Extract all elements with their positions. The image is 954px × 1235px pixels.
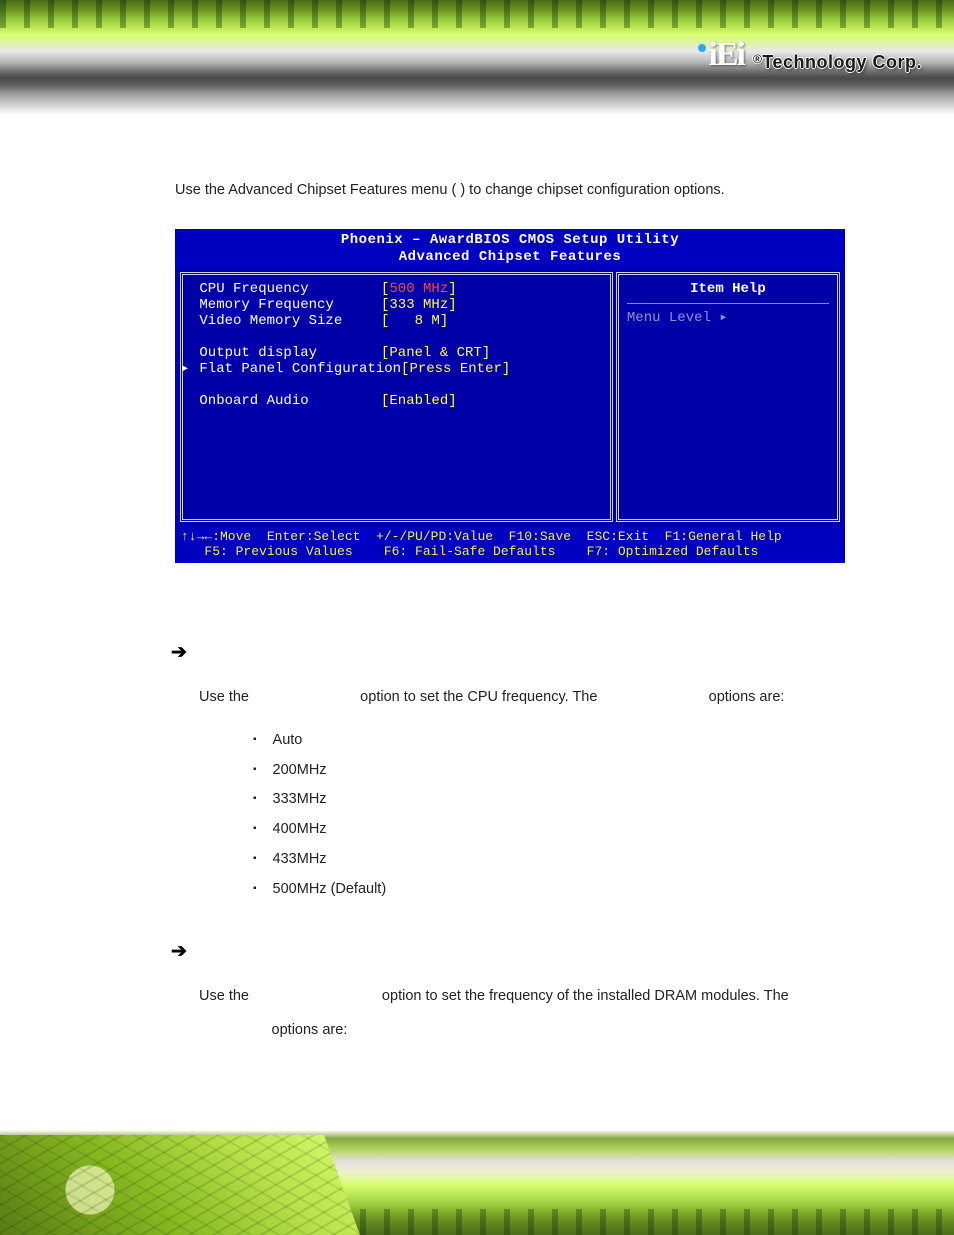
bracket-icon: ]	[448, 281, 456, 297]
bracket-icon: [	[381, 393, 389, 409]
logo-text: iEi	[708, 36, 744, 74]
bios-title-line1: Phoenix – AwardBIOS CMOS Setup Utility	[175, 232, 845, 248]
bios-title: Phoenix – AwardBIOS CMOS Setup Utility A…	[175, 229, 845, 268]
registered-icon: ®	[753, 52, 762, 66]
bios-title-line2: Advanced Chipset Features	[175, 249, 845, 265]
bios-setting-row	[191, 377, 602, 393]
bios-setting-label: Memory Frequency	[191, 297, 381, 313]
brand-text: ®Technology Corp.	[753, 52, 922, 73]
cpu-option-name-placeholder-2: CPU Frequency	[601, 689, 704, 705]
bios-setting-label: CPU Frequency	[191, 281, 381, 297]
bios-footer: ↑↓→←:Move Enter:Select +/-/PU/PD:Value F…	[175, 527, 845, 563]
cpu-section-text: Use the CPU Frequency option to set the …	[199, 681, 865, 714]
logo: iEi	[698, 36, 744, 74]
bracket-icon: ]	[502, 361, 510, 377]
mem-text-3: options are:	[268, 1022, 348, 1038]
bios-footer-line1: ↑↓→←:Move Enter:Select +/-/PU/PD:Value F…	[181, 529, 782, 544]
cpu-text-1: Use the	[199, 689, 253, 705]
bracket-icon: [	[381, 345, 389, 361]
bracket-icon: [	[381, 297, 389, 313]
cpu-option-name-placeholder: CPU Frequency	[253, 689, 356, 705]
bios-screenshot: Phoenix – AwardBIOS CMOS Setup Utility A…	[175, 229, 845, 562]
list-item: Auto	[253, 726, 865, 756]
bracket-icon: ]	[440, 313, 448, 329]
bios-setting-label: Flat Panel Configuration	[191, 361, 401, 377]
bios-setting-value: Panel & CRT	[389, 345, 481, 361]
bracket-icon: [	[381, 313, 389, 329]
logo-dot-icon	[698, 44, 706, 52]
bracket-icon: ]	[448, 393, 456, 409]
mem-text-1: Use the	[199, 988, 253, 1004]
list-item: 500MHz (Default)	[253, 875, 865, 905]
menu-level-label: Menu Level ▸	[627, 310, 728, 326]
mem-section-arrow-icon: ➔	[171, 932, 865, 972]
list-item: 433MHz	[253, 845, 865, 875]
bios-setting-value: 500 MHz	[389, 281, 448, 297]
footer-circuit-art	[0, 1135, 360, 1235]
list-item: 400MHz	[253, 815, 865, 845]
bios-setting-row	[191, 329, 602, 345]
bios-setting-label: Output display	[191, 345, 381, 361]
intro-paragraph: Use the Advanced Chipset Features menu (…	[175, 175, 865, 205]
bios-settings-panel: CPU Frequency[500 MHz] Memory Frequency[…	[180, 272, 613, 522]
cpu-options-list: Auto200MHz333MHz400MHz433MHz500MHz (Defa…	[253, 726, 865, 904]
bios-setting-row: Memory Frequency[333 MHz]	[191, 297, 602, 313]
bios-setting-row: Onboard Audio[Enabled]	[191, 393, 602, 409]
page-content: Use the Advanced Chipset Features menu (…	[175, 175, 865, 1047]
cpu-section-arrow-icon: ➔	[171, 633, 865, 673]
mem-section-text: Use the Memory Frequency option to set t…	[199, 980, 865, 1047]
menu-level-text: Menu Level ▸	[627, 310, 829, 326]
bracket-icon: [	[401, 361, 409, 377]
bracket-icon: [	[381, 281, 389, 297]
item-help-title: Item Help	[627, 279, 829, 304]
bios-body: CPU Frequency[500 MHz] Memory Frequency[…	[175, 269, 845, 527]
bios-setting-value: Enabled	[389, 393, 448, 409]
bios-setting-value: Press Enter	[409, 361, 501, 377]
bracket-icon: ]	[448, 297, 456, 313]
bios-setting-value: 8 M	[389, 313, 439, 329]
bios-footer-line2: F5: Previous Values F6: Fail-Safe Defaul…	[181, 544, 758, 559]
pointer-icon: ▸	[181, 361, 189, 377]
cpu-text-3: options are:	[705, 689, 785, 705]
bios-setting-label: Onboard Audio	[191, 393, 381, 409]
bios-help-panel: Item Help Menu Level ▸	[616, 272, 840, 522]
bracket-icon: ]	[482, 345, 490, 361]
bios-setting-row: Video Memory Size[ 8 M]	[191, 313, 602, 329]
mem-option-name-placeholder: Memory Frequency	[253, 988, 378, 1004]
bios-setting-row: Output display[Panel & CRT]	[191, 345, 602, 361]
list-item: 333MHz	[253, 785, 865, 815]
list-item: 200MHz	[253, 756, 865, 786]
bios-setting-label: Video Memory Size	[191, 313, 381, 329]
bios-setting-value: 333 MHz	[389, 297, 448, 313]
mem-text-2: option to set the frequency of the insta…	[378, 988, 793, 1004]
cpu-text-2: option to set the CPU frequency. The	[356, 689, 601, 705]
bios-setting-row: CPU Frequency[500 MHz]	[191, 281, 602, 297]
brand-name: Technology Corp.	[762, 52, 922, 72]
bios-setting-row: ▸ Flat Panel Configuration[Press Enter]	[191, 361, 602, 377]
